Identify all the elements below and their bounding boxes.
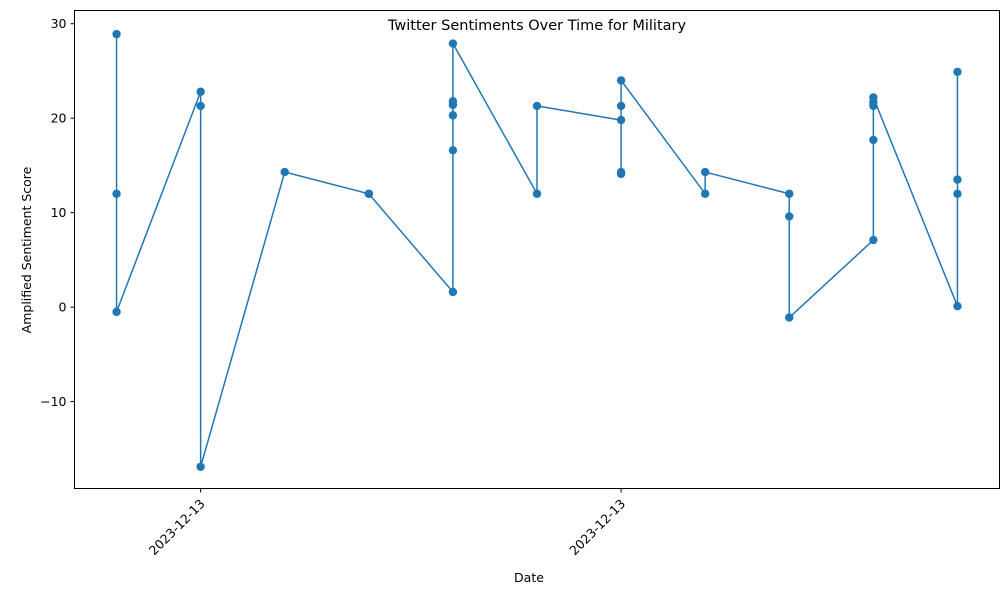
data-point <box>448 146 458 155</box>
x-tick-label: 2023-12-13 <box>146 496 208 558</box>
data-point <box>196 87 205 96</box>
data-point <box>700 189 710 198</box>
data-point <box>785 189 794 198</box>
series-line <box>115 34 959 467</box>
data-point <box>280 167 289 177</box>
data-point <box>869 93 878 102</box>
data-point <box>953 67 962 77</box>
y-tick-label: 10 <box>51 205 67 220</box>
x-axis-ticks: 2023-12-13 2023-12-13 <box>146 488 628 558</box>
y-axis-ticks: −10 0 10 20 30 <box>40 16 75 409</box>
chart-title: Twitter Sentiments Over Time for Militar… <box>387 18 687 34</box>
data-point <box>364 189 374 198</box>
data-point <box>616 115 626 125</box>
plot-area <box>112 29 962 471</box>
data-point <box>869 135 878 145</box>
data-point <box>448 111 458 120</box>
data-point <box>448 39 458 48</box>
data-point <box>616 76 626 85</box>
data-point <box>112 307 121 317</box>
data-point <box>953 301 962 311</box>
data-point <box>448 287 458 297</box>
data-point <box>448 96 458 106</box>
y-tick-label: 20 <box>51 111 67 126</box>
data-point <box>953 175 962 184</box>
data-point <box>869 235 878 245</box>
y-tick-label: 0 <box>59 300 67 315</box>
y-tick-label: −10 <box>40 394 66 409</box>
x-axis-label: Date <box>514 570 544 585</box>
data-point <box>616 101 626 111</box>
y-tick-label: 30 <box>51 16 67 31</box>
data-point <box>953 189 962 198</box>
x-tick-label: 2023-12-13 <box>566 496 628 558</box>
y-axis-label: Amplified Sentiment Score <box>19 166 34 333</box>
data-point <box>532 189 542 198</box>
data-point <box>700 167 710 177</box>
data-point <box>112 29 121 39</box>
data-point <box>616 167 626 177</box>
axes: −10 0 10 20 30 2023-12-13 2023-12-13 <box>40 10 1000 558</box>
data-point <box>196 101 205 111</box>
data-point <box>785 212 794 221</box>
data-point <box>196 462 205 471</box>
data-point <box>532 101 542 111</box>
plot-frame <box>74 10 1000 489</box>
data-point <box>112 189 121 198</box>
data-point <box>785 313 794 322</box>
